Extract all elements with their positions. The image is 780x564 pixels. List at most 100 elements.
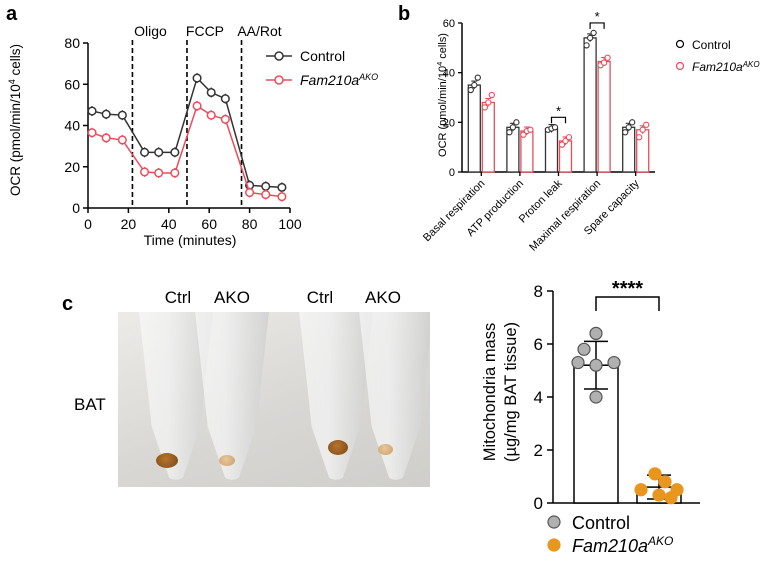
a-data-point <box>261 181 271 191</box>
b-significance-label: * <box>595 9 600 24</box>
a-legend-control-marker <box>274 51 284 61</box>
a-data-point <box>117 110 127 120</box>
a-x-tick-label: 0 <box>84 216 92 232</box>
b-data-point <box>506 129 513 136</box>
b-legend-control-marker <box>675 39 685 49</box>
b-y-tick-label: 60 <box>443 18 455 30</box>
a-legend-control-label: Control <box>300 48 345 64</box>
a-data-point <box>277 192 287 202</box>
tube-label-2: AKO <box>214 288 250 307</box>
c-y-ticks: 0 2 4 6 8 <box>534 282 553 513</box>
b-data-point <box>600 59 608 66</box>
b-data-point <box>625 124 632 131</box>
c-y-tick-label: 6 <box>534 335 543 354</box>
a-x-tick-label: 80 <box>242 216 258 232</box>
b-legend: Control Fam210aAKO <box>675 38 760 74</box>
c-data-point <box>652 488 666 502</box>
c-data-point <box>589 358 603 372</box>
b-significance-label: * <box>556 103 561 118</box>
a-data-point <box>245 187 255 198</box>
b-bar <box>481 101 495 173</box>
panel-letter-a: a <box>6 3 18 25</box>
a-injection-label: FCCP <box>186 23 224 39</box>
a-data-point <box>154 147 164 157</box>
b-data-point <box>471 81 478 89</box>
b-y-tick-label: 40 <box>443 68 455 80</box>
c-legend-ako-marker <box>547 538 561 552</box>
a-x-ticks: 0 20 40 60 80 100 <box>84 208 302 232</box>
b-significance: ** <box>550 9 605 124</box>
b-y-tick-label: 0 <box>449 167 455 179</box>
a-data-point <box>87 128 97 138</box>
b-bars <box>467 29 650 173</box>
a-data-point <box>117 135 127 145</box>
a-series <box>87 73 287 202</box>
c-data-point <box>589 326 603 340</box>
bat-tubes-photo <box>118 312 430 487</box>
b-data-point <box>586 34 594 42</box>
b-y-ticks: 0 20 40 60 <box>443 18 462 179</box>
a-data-point <box>154 168 164 178</box>
a-x-tick-label: 60 <box>201 216 217 232</box>
photo-row-label: BAT <box>74 395 106 414</box>
b-data-point <box>467 86 474 94</box>
a-data-point <box>101 133 111 143</box>
b-significance-bracket <box>550 116 567 124</box>
b-data-point <box>629 119 636 126</box>
b-data-point <box>636 134 643 141</box>
c-data-point <box>658 475 672 489</box>
b-bar <box>597 60 611 173</box>
b-data-point <box>639 126 646 133</box>
c-data-point <box>634 483 648 497</box>
pellet-4 <box>378 444 393 455</box>
c-legend-ako-label: Fam210aAKO <box>572 534 673 556</box>
a-x-tick-label: 100 <box>278 216 302 232</box>
a-data-point <box>206 87 216 98</box>
b-legend-control-label: Control <box>692 38 731 52</box>
a-data-point <box>220 94 230 104</box>
photo-labels: Ctrl AKO Ctrl AKO BAT <box>74 288 401 414</box>
b-data-point <box>565 134 573 141</box>
a-data-point <box>170 168 180 178</box>
panel-letter-c: c <box>62 293 73 315</box>
b-bar <box>544 127 559 173</box>
c-data-point <box>648 467 662 481</box>
b-data-point <box>488 91 495 99</box>
tube-label-4: AKO <box>365 288 401 307</box>
c-y-label-line1: Mitochondria mass <box>481 323 499 461</box>
b-category-label: Maximal respiration <box>527 178 603 254</box>
pellet-1 <box>156 453 178 468</box>
b-legend-ako-marker <box>675 61 685 71</box>
b-data-point <box>509 124 517 131</box>
pellet-3 <box>328 440 348 455</box>
b-bar <box>467 84 481 173</box>
b-data-point <box>481 104 488 111</box>
b-data-point <box>527 126 534 133</box>
b-data-point <box>583 42 590 49</box>
c-y-tick-label: 0 <box>534 494 543 513</box>
a-legend-ako-marker <box>274 75 284 85</box>
c-significance-label: **** <box>612 278 643 300</box>
c-legend-control-marker <box>547 515 561 529</box>
a-data-point <box>140 147 150 157</box>
b-y-tick-label: 20 <box>443 117 455 129</box>
c-y-label-line2: (µg/mg BAT tissue) <box>502 322 520 462</box>
b-data-point <box>513 119 520 126</box>
b-data-point <box>474 74 481 81</box>
b-data-point <box>604 54 611 61</box>
b-y-label: OCR (pmol/min/104 cells) <box>435 33 449 157</box>
a-data-point <box>101 109 111 119</box>
b-data-point <box>558 141 566 148</box>
b-data-point <box>590 29 597 37</box>
a-y-tick-label: 80 <box>64 35 80 51</box>
a-y-tick-label: 60 <box>64 76 80 92</box>
b-data-point <box>562 137 569 145</box>
c-data-point <box>589 390 603 404</box>
tube-label-3: Ctrl <box>307 288 333 307</box>
a-legend-ako-label: Fam210aAKO <box>300 72 378 88</box>
a-x-tick-label: 20 <box>121 216 137 232</box>
a-y-tick-label: 20 <box>64 159 80 175</box>
chart-a: 0 20 40 60 80 0 20 40 60 80 100 Oligo FCCP AA/Rot T… <box>7 23 378 248</box>
b-data-point <box>643 121 650 128</box>
b-bar <box>583 37 597 173</box>
